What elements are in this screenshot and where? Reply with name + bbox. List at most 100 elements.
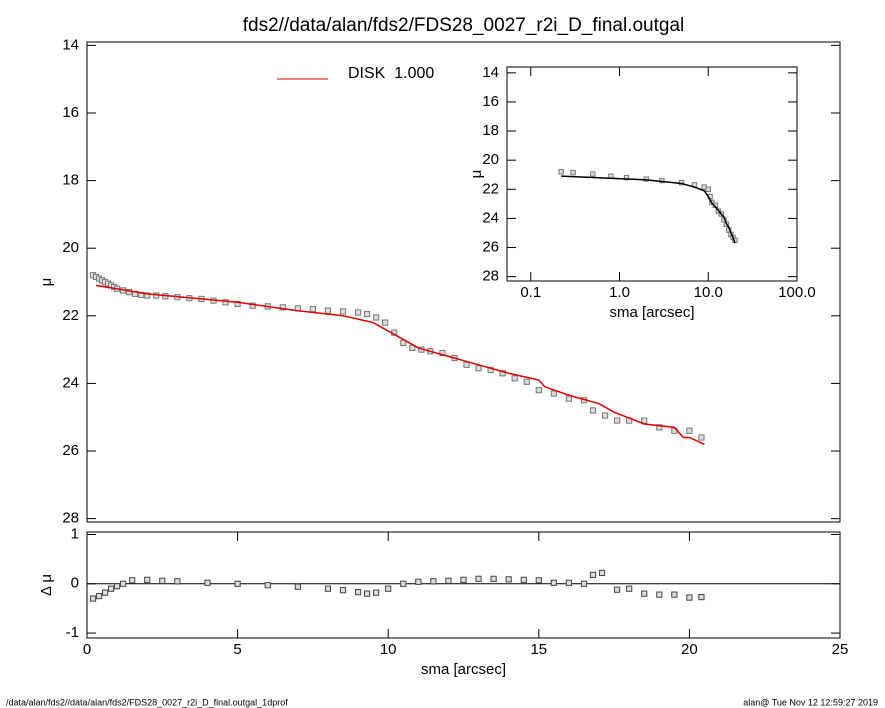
y-tick-label: 16: [482, 93, 499, 110]
data-point: [614, 586, 621, 593]
data-point: [120, 580, 127, 587]
data-point: [339, 587, 347, 594]
x-tick-label: 0.1: [520, 284, 541, 301]
x-axis-label: sma [arcsec]: [421, 661, 506, 678]
data-point: [475, 575, 482, 582]
data-point: [114, 583, 121, 590]
data-point: [698, 434, 705, 441]
data-point: [144, 292, 151, 299]
data-point: [671, 591, 678, 598]
y-axis-label: Δ μ: [38, 574, 55, 596]
data-point: [601, 412, 609, 419]
y-tick-label: 24: [62, 374, 79, 391]
data-point: [580, 580, 588, 587]
data-point: [339, 308, 347, 315]
data-point: [385, 585, 392, 592]
footer-right: alan@ Tue Nov 12 12:59:27 2019: [743, 697, 878, 707]
data-point: [520, 576, 527, 583]
x-tick-label: 15: [530, 641, 547, 658]
data-point: [415, 578, 422, 585]
data-point: [89, 595, 97, 602]
data-point: [445, 577, 452, 584]
data-point: [490, 575, 497, 582]
data-point: [590, 171, 596, 177]
data-point: [535, 577, 542, 584]
data-point: [626, 585, 633, 592]
data-point: [565, 579, 573, 586]
data-point: [324, 585, 332, 592]
data-point: [222, 299, 229, 306]
data-point: [535, 387, 542, 394]
data-point: [589, 571, 597, 578]
y-tick-label: 14: [62, 36, 79, 53]
data-point: [598, 569, 606, 577]
y-tick-label: 28: [482, 268, 499, 285]
plot-frame: [86, 531, 841, 639]
data-point: [249, 302, 256, 309]
footer-left: /data/alan/fds2//data/alan/fds2/FDS28_00…: [6, 697, 288, 707]
plot-frame: [86, 41, 841, 523]
y-tick-label: 1: [71, 525, 79, 542]
y-axis-label: μ: [38, 278, 55, 287]
y-axis-label: μ: [468, 170, 485, 179]
data-point: [373, 589, 380, 596]
data-point: [234, 300, 241, 308]
y-tick-label: 14: [482, 64, 499, 81]
data-point: [641, 590, 648, 597]
model-line: [561, 175, 736, 244]
data-point: [373, 314, 380, 321]
y-tick-label: 20: [62, 239, 79, 256]
data-point: [511, 375, 518, 382]
y-tick-label: 26: [482, 238, 499, 255]
data-point: [439, 349, 446, 357]
data-point: [279, 304, 286, 311]
data-point: [126, 289, 133, 296]
data-point: [463, 361, 470, 368]
data-point: [499, 370, 506, 377]
data-point: [487, 366, 494, 373]
x-tick-label: 1.0: [609, 284, 630, 301]
data-point: [686, 594, 693, 601]
y-tick-label: 22: [62, 307, 79, 324]
data-point: [309, 305, 316, 313]
y-tick-label: 28: [62, 510, 79, 527]
y-tick-label: 18: [482, 122, 499, 139]
y-tick-label: -1: [66, 624, 79, 641]
data-point: [589, 407, 597, 414]
chart-title: fds2//data/alan/fds2/FDS28_0027_r2i_D_fi…: [243, 15, 685, 36]
data-point: [570, 169, 576, 176]
data-point: [460, 576, 467, 583]
x-tick-label: 5: [233, 641, 241, 658]
data-point: [656, 424, 663, 431]
x-axis-label: sma [arcsec]: [609, 304, 694, 321]
model-line: [95, 284, 705, 445]
y-tick-label: 22: [482, 180, 499, 197]
data-point: [354, 309, 362, 316]
data-point: [382, 319, 389, 326]
data-point: [614, 417, 621, 424]
data-point: [523, 378, 530, 385]
data-point: [294, 583, 301, 590]
x-tick-label: 0: [83, 641, 91, 658]
data-point: [475, 365, 482, 372]
data-point: [698, 593, 705, 601]
data-point: [324, 307, 332, 314]
x-tick-label: 10: [380, 641, 397, 658]
data-point: [234, 580, 241, 587]
y-tick-label: 18: [62, 172, 79, 189]
plot-frame: [506, 66, 798, 282]
data-point: [204, 579, 211, 586]
data-point: [159, 577, 166, 584]
data-point: [129, 577, 136, 584]
data-point: [264, 582, 271, 589]
data-point: [400, 580, 407, 587]
data-point: [558, 169, 564, 175]
x-tick-label: 10.0: [694, 284, 723, 301]
y-tick-label: 24: [482, 209, 499, 226]
data-point: [565, 395, 573, 402]
data-point: [364, 311, 371, 318]
data-point: [144, 576, 151, 583]
x-tick-label: 20: [681, 641, 698, 658]
data-point: [550, 390, 557, 397]
